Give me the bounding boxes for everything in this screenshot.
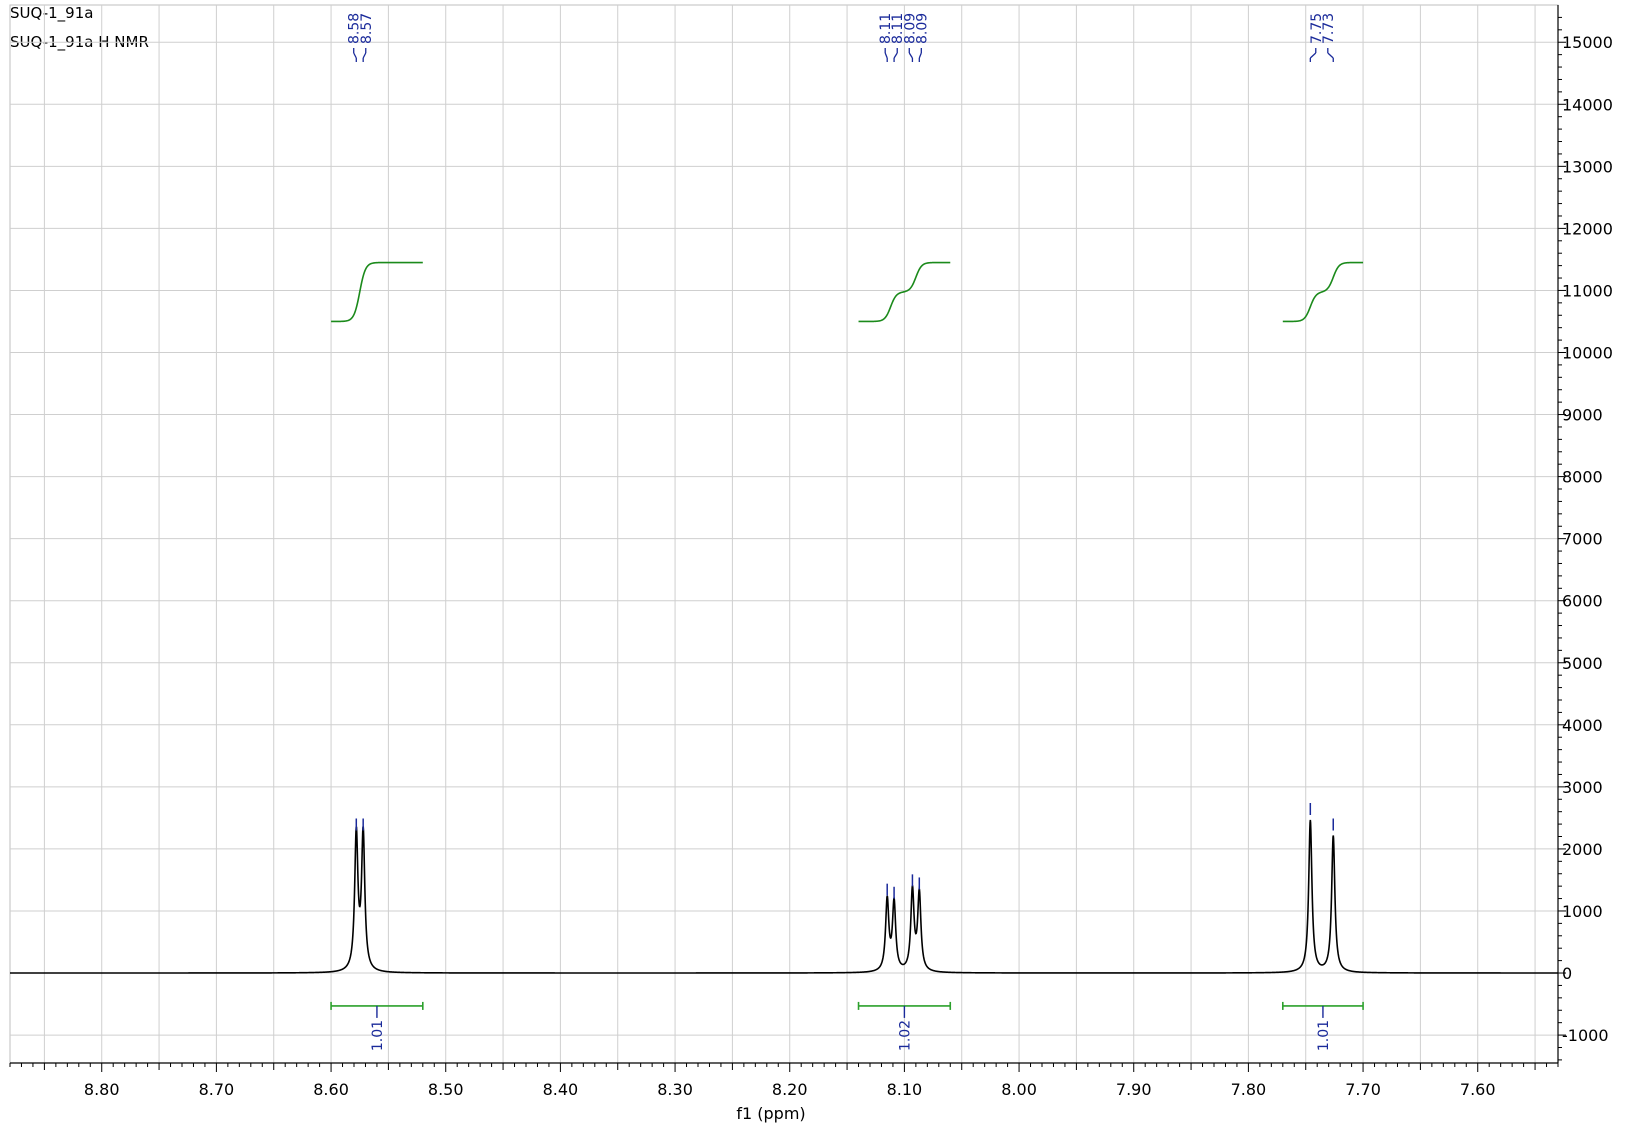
peak-label: 7.75 xyxy=(1309,13,1325,44)
spectrum-line xyxy=(10,819,1558,974)
y-tick-label: 9000 xyxy=(1562,406,1603,425)
peak-label: 8.09 xyxy=(914,13,930,44)
x-tick-label: 8.60 xyxy=(313,1080,349,1099)
x-tick-label: 8.50 xyxy=(428,1080,464,1099)
peak-label-connector xyxy=(353,52,357,59)
y-tick-label: 10000 xyxy=(1562,343,1613,362)
peak-label: 8.09 xyxy=(902,13,918,44)
peak-label: 8.57 xyxy=(359,13,375,44)
peak-label: 8.58 xyxy=(347,13,363,44)
y-tick-label: 2000 xyxy=(1562,840,1603,859)
y-tick-label: 1000 xyxy=(1562,902,1603,921)
peak-label-connector xyxy=(918,52,922,59)
y-tick-label: 5000 xyxy=(1562,654,1603,673)
y-tick-label: 15000 xyxy=(1562,33,1613,52)
x-tick-label: 7.70 xyxy=(1345,1080,1381,1099)
integral-value: 1.01 xyxy=(1316,1020,1332,1051)
y-tick-label: 6000 xyxy=(1562,592,1603,611)
y-tick-label: 13000 xyxy=(1562,157,1613,176)
axes: 8.80 8.70 8.60 8.50 8.40 8.30 8.20 8.10 8.00 7.90… xyxy=(9,5,1613,1099)
x-tick-label: 7.80 xyxy=(1231,1080,1267,1099)
x-tick-label: 8.40 xyxy=(543,1080,579,1099)
peak-label-connector xyxy=(362,52,367,59)
x-tick-label: 8.80 xyxy=(84,1080,120,1099)
integral-value: 1.01 xyxy=(370,1020,386,1051)
x-tick-label: 8.70 xyxy=(199,1080,235,1099)
spectrum-title: SUQ-1_91a xyxy=(10,4,94,22)
x-tick-label: 7.60 xyxy=(1460,1080,1496,1099)
peak-label: 7.73 xyxy=(1321,13,1337,44)
y-tick-label: -1000 xyxy=(1562,1026,1609,1045)
peak-label-connector xyxy=(884,52,888,59)
x-tick-label: 8.00 xyxy=(1001,1080,1037,1099)
grid-lines xyxy=(9,4,1559,1064)
y-tick-label: 4000 xyxy=(1562,716,1603,735)
plot-frame xyxy=(9,4,1559,1064)
y-tick-label: 11000 xyxy=(1562,281,1613,300)
y-tick-label: 0 xyxy=(1562,964,1572,983)
x-tick-label: 8.20 xyxy=(772,1080,808,1099)
spectrum-trace xyxy=(10,819,1558,974)
y-tick-label: 7000 xyxy=(1562,530,1603,549)
integral-curve xyxy=(331,261,423,323)
integral-curve xyxy=(1282,261,1364,323)
y-tick-label: 8000 xyxy=(1562,468,1603,487)
integral-curve xyxy=(858,261,951,323)
peak-label-connector xyxy=(1309,52,1317,59)
x-tick-label: 7.90 xyxy=(1116,1080,1152,1099)
y-tick-label: 14000 xyxy=(1562,95,1613,114)
y-tick-label: 12000 xyxy=(1562,219,1613,238)
integral-curves: 1.01 1.02 1.01 xyxy=(330,261,1364,1051)
peak-label: 8.11 xyxy=(878,13,894,44)
x-tick-label: 8.10 xyxy=(887,1080,923,1099)
peak-label-connector xyxy=(908,52,913,59)
peak-label-connector xyxy=(893,52,898,59)
peak-label: 8.11 xyxy=(890,13,906,44)
integral-value: 1.02 xyxy=(897,1020,913,1051)
peak-label-connector xyxy=(1327,52,1334,59)
y-tick-label: 3000 xyxy=(1562,778,1603,797)
x-tick-label: 8.30 xyxy=(657,1080,693,1099)
peak-labels: 8.588.57 8.118.118.098.09 7.757.73 xyxy=(347,13,1337,899)
x-axis-label: f1 (ppm) xyxy=(736,1104,805,1123)
